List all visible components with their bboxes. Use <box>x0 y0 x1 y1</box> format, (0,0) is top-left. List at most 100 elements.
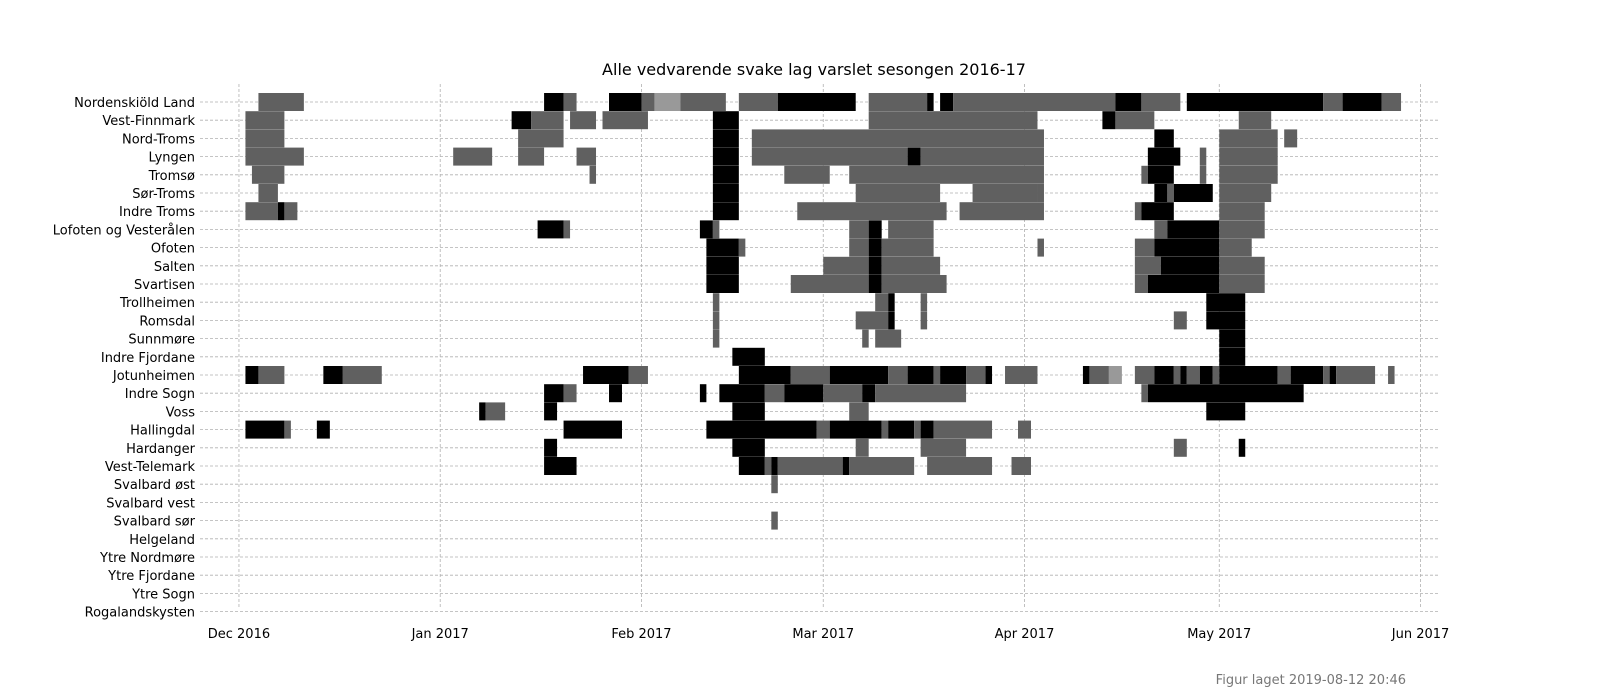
weak-layer-bar <box>251 165 285 184</box>
weak-layer-bar <box>1342 93 1382 111</box>
weak-layer-bar <box>777 457 843 475</box>
weak-layer-bar <box>1336 366 1376 384</box>
weak-layer-bar <box>245 366 259 384</box>
weak-layer-bar <box>1154 220 1168 239</box>
weak-layer-bar <box>790 275 869 293</box>
weak-layer-bar <box>940 93 954 111</box>
weak-layer-bar <box>712 111 739 130</box>
weak-layer-bar <box>868 220 882 239</box>
weak-layer-bar <box>1115 93 1142 111</box>
region-label: Tromsø <box>148 169 195 184</box>
weak-layer-bar <box>868 275 882 293</box>
weak-layer-bar <box>712 220 720 239</box>
weak-layer-bar <box>868 256 882 275</box>
weak-layer-bar <box>868 238 882 257</box>
weak-layer-bar <box>712 202 739 221</box>
x-tick-label: Dec 2016 <box>208 627 270 642</box>
weak-layer-bar <box>609 384 622 403</box>
figure-timestamp: Figur laget 2019-08-12 20:46 <box>1215 673 1406 688</box>
weak-layer-bar <box>1219 347 1246 366</box>
weak-layer-bar <box>933 366 941 384</box>
weak-layer-bar <box>1206 402 1246 421</box>
region-label: Nord-Troms <box>122 132 195 147</box>
weak-layer-bar <box>602 111 648 130</box>
weak-layer-bar <box>1199 147 1207 166</box>
weak-layer-bar <box>1141 93 1181 111</box>
weak-layer-bar <box>1147 384 1304 403</box>
x-tick-label: Jan 2017 <box>411 627 469 642</box>
weak-layer-bar <box>888 420 915 439</box>
weak-layer-bar <box>1238 111 1272 130</box>
weak-layer-bar <box>738 93 778 111</box>
weak-layer-bar <box>751 147 908 166</box>
weak-layer-bar <box>738 366 791 384</box>
weak-layer-bar <box>485 402 506 421</box>
weak-layer-bar <box>784 165 830 184</box>
x-tick-label: Mar 2017 <box>792 627 854 642</box>
weak-layer-bar <box>771 511 778 530</box>
weak-layer-bar <box>1141 384 1148 403</box>
weak-layer-bar <box>920 420 934 439</box>
weak-layer-bar <box>966 366 986 384</box>
weak-layer-bar <box>1180 366 1187 384</box>
weak-layer-bar <box>1018 420 1031 439</box>
weak-layer-bar <box>544 438 558 457</box>
weak-layer-bar <box>1219 184 1272 202</box>
region-label: Hallingdal <box>130 424 195 439</box>
weak-layer-bar <box>245 147 304 166</box>
weak-layer-bar <box>881 420 889 439</box>
region-label: Ytre Nordmøre <box>99 551 195 566</box>
x-tick-label: May 2017 <box>1187 627 1251 642</box>
region-label: Rogalandskysten <box>85 606 195 621</box>
weak-layer-bar <box>771 457 778 475</box>
weak-layer-bar <box>1381 93 1402 111</box>
weak-layer-bar <box>245 111 285 130</box>
region-label: Svalbard øst <box>114 478 195 493</box>
weak-layer-bar <box>849 457 915 475</box>
region-label: Svalbard sør <box>114 515 196 530</box>
weak-layer-bar <box>1173 366 1181 384</box>
chart-title: Alle vedvarende svake lag varslet sesong… <box>602 60 1026 79</box>
weak-layer-bar <box>842 457 850 475</box>
weak-layer-bar <box>284 202 298 221</box>
region-label: Sør-Troms <box>132 187 195 202</box>
weak-layer-bar <box>1115 111 1155 130</box>
region-label: Voss <box>166 405 196 420</box>
region-label: Jotunheimen <box>112 369 195 384</box>
weak-layer-bar <box>1219 256 1265 275</box>
region-label: Trollheimen <box>119 296 195 311</box>
weak-layer-bar <box>1167 184 1174 202</box>
weak-layer-bar <box>888 220 934 239</box>
weak-layer-bar <box>1219 220 1265 239</box>
weak-layer-bar <box>706 275 739 293</box>
weak-layer-bar <box>563 93 577 111</box>
weak-layer-bar <box>1005 366 1038 384</box>
weak-layer-bar <box>1206 293 1246 312</box>
weak-layer-bar <box>1102 111 1116 130</box>
weak-layer-bar <box>1141 165 1148 184</box>
weak-layer-bar <box>1186 366 1200 384</box>
region-label: Nordenskiöld Land <box>74 96 195 111</box>
weak-layer-bar <box>1186 93 1324 111</box>
weak-layer-bar <box>1277 366 1291 384</box>
weak-layer-bar <box>1160 256 1220 275</box>
weak-layer-bar <box>1037 184 1044 202</box>
region-label: Lofoten og Vesterålen <box>53 223 195 238</box>
weak-layer-bar <box>1147 275 1220 293</box>
weak-layer-bar <box>823 256 869 275</box>
weak-layer-bar <box>706 420 817 439</box>
weak-layer-bar <box>654 93 681 111</box>
weak-layer-bar <box>732 438 765 457</box>
weak-layer-bar <box>888 366 908 384</box>
weak-layer-bar <box>1154 366 1174 384</box>
weak-layer-bar <box>706 238 739 257</box>
weak-layer-bar <box>1219 275 1265 293</box>
weak-layer-bars <box>245 93 1402 530</box>
region-label: Svartisen <box>134 278 195 293</box>
x-tick-label: Apr 2017 <box>995 627 1055 642</box>
region-label: Helgeland <box>129 533 195 548</box>
weak-layer-bar <box>849 220 869 239</box>
weak-layer-bar <box>245 420 285 439</box>
weak-layer-bar <box>1219 366 1278 384</box>
weak-layer-bar <box>544 384 564 403</box>
